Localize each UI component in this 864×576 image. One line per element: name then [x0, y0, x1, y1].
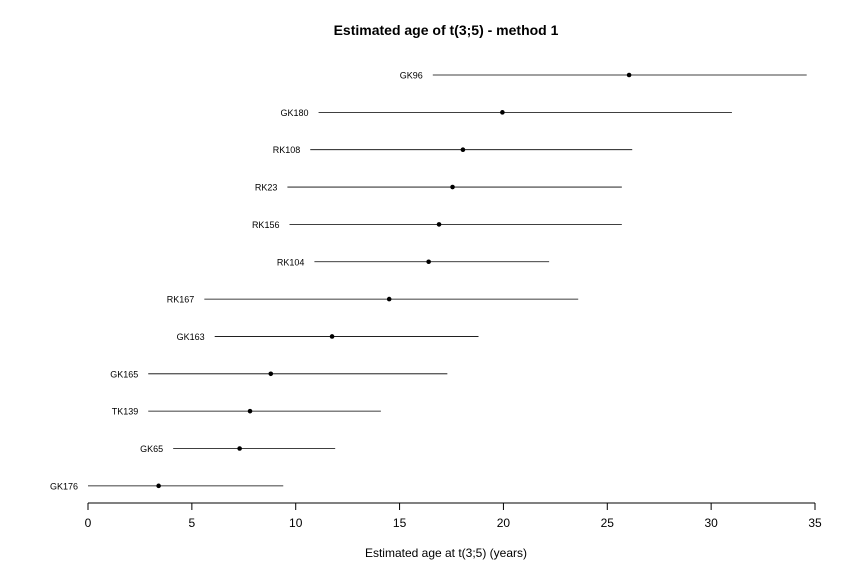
sample-label: GK163 [177, 332, 205, 342]
sample-row: RK156 [252, 220, 622, 230]
x-tick-label: 30 [704, 516, 718, 530]
sample-label: GK180 [281, 108, 309, 118]
sample-row: RK23 [255, 183, 622, 193]
sample-row: RK108 [273, 145, 633, 155]
sample-row: GK96 [400, 71, 807, 81]
sample-label: RK156 [252, 220, 280, 230]
x-tick-label: 5 [189, 516, 196, 530]
sample-row: TK139 [112, 407, 381, 417]
sample-label: RK23 [255, 183, 278, 193]
sample-label: RK167 [167, 295, 195, 305]
sample-row: RK104 [277, 257, 550, 267]
sample-row: GK180 [281, 108, 732, 118]
sample-row: GK165 [110, 369, 448, 379]
sample-row: RK167 [167, 295, 579, 305]
sample-label: RK104 [277, 257, 305, 267]
x-tick-label: 25 [601, 516, 615, 530]
sample-label: GK165 [110, 369, 138, 379]
sample-label: GK96 [400, 71, 423, 81]
x-axis-label: Estimated age at t(3;5) (years) [365, 546, 527, 560]
sample-row: GK176 [50, 481, 284, 491]
plot-area: GK96 GK180 RK108 RK23 RK156 RK104 RK167 GK163 GK… [50, 71, 807, 491]
sample-label: GK65 [140, 444, 163, 454]
estimate-point [268, 371, 274, 377]
x-tick-label: 0 [85, 516, 92, 530]
estimate-point [436, 222, 442, 227]
chart-title: Estimated age of t(3;5) - method 1 [334, 22, 559, 38]
estimate-point [426, 259, 431, 265]
estimate-point [386, 296, 392, 302]
x-axis: 0 5 10 15 20 25 30 35 [85, 502, 822, 530]
estimate-point [460, 147, 466, 152]
sample-label: GK176 [50, 481, 78, 491]
estimate-point [626, 72, 632, 78]
estimate-point [329, 334, 335, 339]
estimate-point [500, 110, 505, 115]
sample-label: RK108 [273, 145, 301, 155]
x-tick-label: 35 [808, 516, 822, 530]
x-tick-label: 15 [393, 516, 407, 530]
estimate-point [237, 446, 242, 451]
estimate-point [156, 483, 161, 489]
x-tick-label: 10 [289, 516, 303, 530]
estimate-point [450, 184, 455, 190]
sample-label: TK139 [112, 407, 139, 417]
sample-row: GK163 [177, 332, 479, 342]
estimate-point [247, 408, 253, 414]
x-tick-label: 20 [497, 516, 511, 530]
sample-row: GK65 [140, 444, 336, 454]
